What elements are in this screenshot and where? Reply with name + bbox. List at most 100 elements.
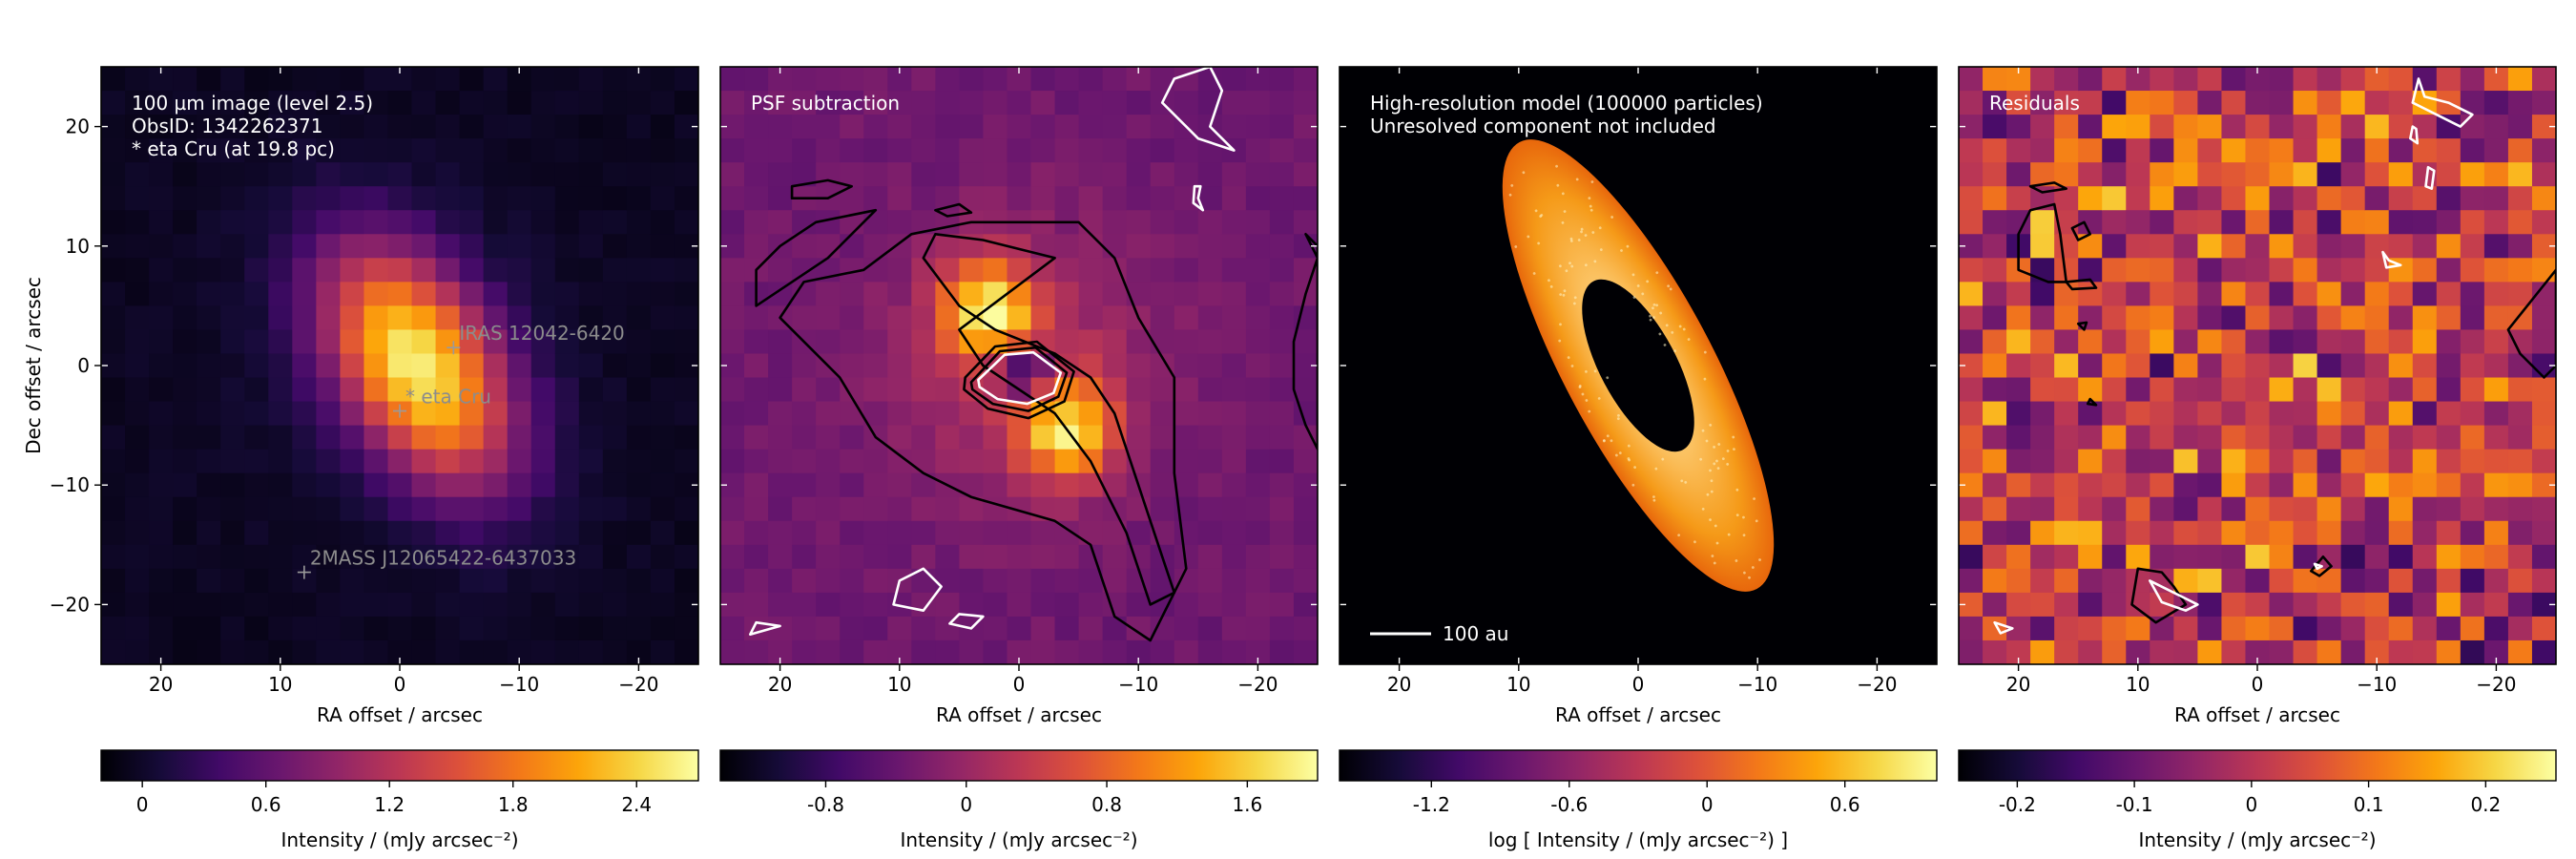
- image-pixel: [2269, 472, 2295, 498]
- image-pixel: [1293, 162, 1318, 187]
- image-pixel: [2221, 138, 2247, 163]
- image-pixel: [2102, 115, 2127, 139]
- image-pixel: [1102, 639, 1128, 664]
- image-pixel: [2030, 377, 2055, 403]
- image-pixel: [364, 234, 389, 259]
- image-pixel: [2150, 305, 2174, 331]
- image-pixel: [2150, 162, 2174, 187]
- image-pixel: [244, 282, 269, 306]
- image-pixel: [2316, 91, 2342, 115]
- image-pixel: [2364, 472, 2390, 498]
- image-pixel: [650, 639, 675, 664]
- image-pixel: [197, 425, 221, 450]
- image-pixel: [2054, 449, 2079, 474]
- image-pixel: [2197, 401, 2223, 427]
- image-pixel: [863, 639, 888, 664]
- image-pixel: [244, 472, 269, 498]
- image-pixel: [459, 115, 485, 139]
- image-pixel: [244, 186, 269, 211]
- image-pixel: [411, 639, 437, 664]
- image-pixel: [220, 377, 245, 403]
- image-pixel: [197, 520, 221, 546]
- image-pixel: [530, 496, 556, 522]
- image-pixel: [2030, 138, 2055, 163]
- image-pixel: [340, 234, 365, 259]
- image-pixel: [2531, 449, 2556, 474]
- image-pixel: [2364, 138, 2390, 163]
- image-pixel: [530, 305, 556, 331]
- image-pixel: [578, 138, 604, 163]
- image-pixel: [2006, 329, 2031, 355]
- panel-model: High-resolution model (100000 particles)…: [1339, 66, 1938, 726]
- image-pixel: [2507, 472, 2533, 498]
- image-pixel: [459, 210, 485, 235]
- image-pixel: [626, 162, 652, 187]
- image-pixel: [1007, 520, 1032, 546]
- image-pixel: [2269, 377, 2295, 403]
- image-pixel: [507, 568, 532, 594]
- colorbar-tick-label: 1.6: [1232, 793, 1262, 816]
- image-pixel: [840, 115, 864, 139]
- image-pixel: [530, 162, 556, 187]
- image-pixel: [1150, 449, 1175, 474]
- image-pixel: [435, 544, 461, 570]
- image-pixel: [2126, 329, 2150, 355]
- image-pixel: [1150, 639, 1175, 664]
- image-pixel: [578, 496, 604, 522]
- image-pixel: [197, 377, 221, 403]
- image-pixel: [2412, 305, 2438, 331]
- image-pixel: [768, 353, 793, 379]
- image-pixel: [1126, 162, 1152, 187]
- image-pixel: [2293, 115, 2318, 139]
- image-pixel: [483, 234, 509, 259]
- image-pixel: [1983, 186, 2007, 211]
- image-pixel: [2388, 115, 2414, 139]
- image-pixel: [2006, 377, 2031, 403]
- image-pixel: [101, 616, 126, 641]
- image-pixel: [720, 91, 745, 115]
- x-axis-label: RA offset / arcsec: [936, 703, 1102, 726]
- x-tick-label: −20: [2476, 673, 2516, 696]
- image-pixel: [101, 496, 126, 522]
- image-pixel: [2507, 162, 2533, 187]
- image-pixel: [459, 234, 485, 259]
- image-pixel: [2436, 67, 2462, 92]
- image-pixel: [340, 162, 365, 187]
- image-pixel: [149, 258, 174, 283]
- image-pixel: [2030, 472, 2055, 498]
- image-pixel: [2436, 544, 2462, 570]
- image-pixel: [530, 353, 556, 379]
- image-pixel: [2460, 592, 2485, 618]
- image-pixel: [744, 329, 769, 355]
- image-pixel: [1269, 592, 1295, 618]
- x-axis-label: RA offset / arcsec: [317, 703, 483, 726]
- disk-particle: [1713, 561, 1716, 565]
- image-pixel: [2460, 568, 2485, 594]
- image-pixel: [1197, 305, 1223, 331]
- contour-positive: [892, 567, 943, 612]
- image-pixel: [1174, 162, 1199, 187]
- contour-positive: [2409, 125, 2420, 145]
- disk-particle: [1620, 249, 1623, 252]
- y-tick-label: 20: [66, 115, 90, 138]
- image-pixel: [125, 592, 150, 618]
- image-pixel: [1007, 305, 1032, 331]
- image-pixel: [1150, 162, 1175, 187]
- image-pixel: [2340, 67, 2366, 92]
- image-pixel: [2483, 616, 2509, 641]
- image-pixel: [2340, 258, 2366, 283]
- image-pixel: [2173, 91, 2198, 115]
- image-pixel: [1221, 305, 1247, 331]
- disk-particle: [1581, 392, 1585, 396]
- image-pixel: [1078, 520, 1104, 546]
- image-pixel: [2150, 67, 2174, 92]
- image-pixel: [2269, 568, 2295, 594]
- image-pixel: [1102, 616, 1128, 641]
- image-pixel: [1054, 234, 1080, 259]
- contour-positive: [1160, 67, 1236, 152]
- image-pixel: [983, 592, 1008, 618]
- image-pixel: [650, 138, 675, 163]
- image-pixel: [674, 520, 698, 546]
- image-pixel: [2340, 401, 2366, 427]
- image-pixel: [792, 138, 817, 163]
